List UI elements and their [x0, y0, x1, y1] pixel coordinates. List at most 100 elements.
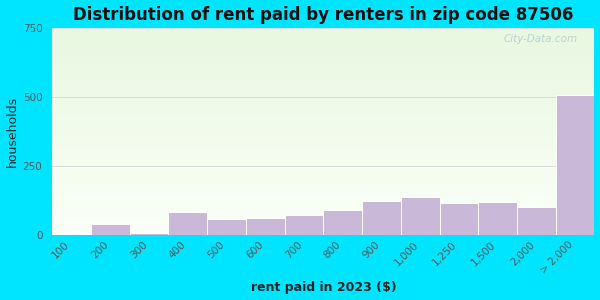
Bar — [52, 93, 595, 94]
Bar — [52, 135, 595, 136]
Text: City-Data.com: City-Data.com — [504, 34, 578, 44]
Bar — [52, 90, 595, 91]
X-axis label: rent paid in 2023 ($): rent paid in 2023 ($) — [251, 281, 396, 294]
Bar — [52, 51, 595, 52]
Bar — [52, 170, 595, 172]
Bar — [52, 34, 595, 35]
Bar — [52, 98, 595, 99]
Bar — [52, 223, 595, 224]
Bar — [52, 71, 595, 72]
Bar — [52, 120, 595, 121]
Bar — [52, 219, 595, 220]
Bar — [52, 204, 595, 205]
Bar — [52, 102, 595, 103]
Bar — [52, 100, 595, 101]
Bar — [52, 208, 595, 209]
Bar — [52, 142, 595, 144]
Bar — [52, 175, 595, 176]
Bar — [52, 42, 595, 44]
Bar — [52, 74, 595, 75]
Bar — [52, 104, 595, 105]
Bar — [52, 118, 595, 119]
Bar — [52, 181, 595, 182]
Bar — [52, 169, 595, 170]
Bar — [52, 218, 595, 219]
Bar — [52, 103, 595, 104]
Bar — [52, 211, 595, 212]
Bar — [556, 95, 595, 235]
Bar — [52, 123, 595, 124]
Bar — [52, 172, 595, 174]
Bar — [52, 136, 595, 137]
Bar — [52, 139, 595, 140]
Bar — [52, 214, 595, 215]
Bar — [52, 111, 595, 112]
Bar — [52, 70, 595, 71]
Bar — [52, 176, 595, 177]
Bar — [52, 230, 595, 232]
Bar — [52, 174, 595, 175]
Bar — [52, 187, 595, 188]
Bar — [52, 145, 595, 146]
Bar — [52, 216, 595, 217]
Bar — [52, 141, 595, 142]
Bar — [52, 164, 595, 165]
Bar — [52, 215, 595, 216]
Bar — [440, 203, 478, 235]
Bar — [52, 152, 595, 153]
Bar — [52, 165, 595, 166]
Bar — [52, 106, 595, 107]
Bar — [52, 44, 595, 46]
Title: Distribution of rent paid by renters in zip code 87506: Distribution of rent paid by renters in … — [73, 6, 574, 24]
Bar — [52, 112, 595, 114]
Bar — [52, 232, 595, 234]
Bar — [52, 162, 595, 163]
Bar — [52, 40, 595, 41]
Bar — [52, 167, 595, 169]
Bar — [52, 163, 595, 164]
Bar — [52, 186, 595, 187]
Bar — [52, 185, 595, 186]
Bar — [52, 224, 595, 225]
Bar — [52, 105, 595, 106]
Bar — [52, 37, 595, 38]
Bar — [52, 180, 595, 181]
Bar — [52, 76, 595, 77]
Bar — [52, 190, 595, 191]
Bar — [52, 29, 595, 30]
Bar — [52, 177, 595, 178]
Bar — [52, 91, 595, 92]
Bar — [52, 49, 595, 50]
Bar — [52, 77, 595, 79]
Bar — [52, 46, 595, 47]
Bar — [52, 144, 595, 145]
Bar — [52, 92, 595, 93]
Bar — [52, 31, 595, 32]
Bar — [52, 220, 595, 221]
Bar — [52, 127, 595, 128]
Bar — [52, 205, 595, 206]
Bar — [52, 52, 595, 53]
Bar — [52, 151, 595, 152]
Bar — [52, 155, 595, 156]
Bar — [52, 197, 595, 198]
Bar — [52, 110, 595, 111]
Bar — [52, 99, 595, 100]
Bar — [52, 227, 595, 228]
Bar — [52, 84, 595, 85]
Bar — [130, 233, 169, 235]
Bar — [52, 169, 595, 170]
Bar — [52, 115, 595, 116]
Bar — [52, 126, 595, 127]
Bar — [52, 59, 595, 60]
Bar — [52, 140, 595, 141]
Bar — [52, 196, 595, 197]
Bar — [52, 89, 595, 90]
Bar — [52, 161, 595, 162]
Bar — [52, 117, 595, 118]
Bar — [52, 66, 595, 67]
Bar — [52, 130, 595, 131]
Bar — [52, 234, 595, 235]
Bar — [52, 75, 595, 76]
Bar — [52, 39, 595, 40]
